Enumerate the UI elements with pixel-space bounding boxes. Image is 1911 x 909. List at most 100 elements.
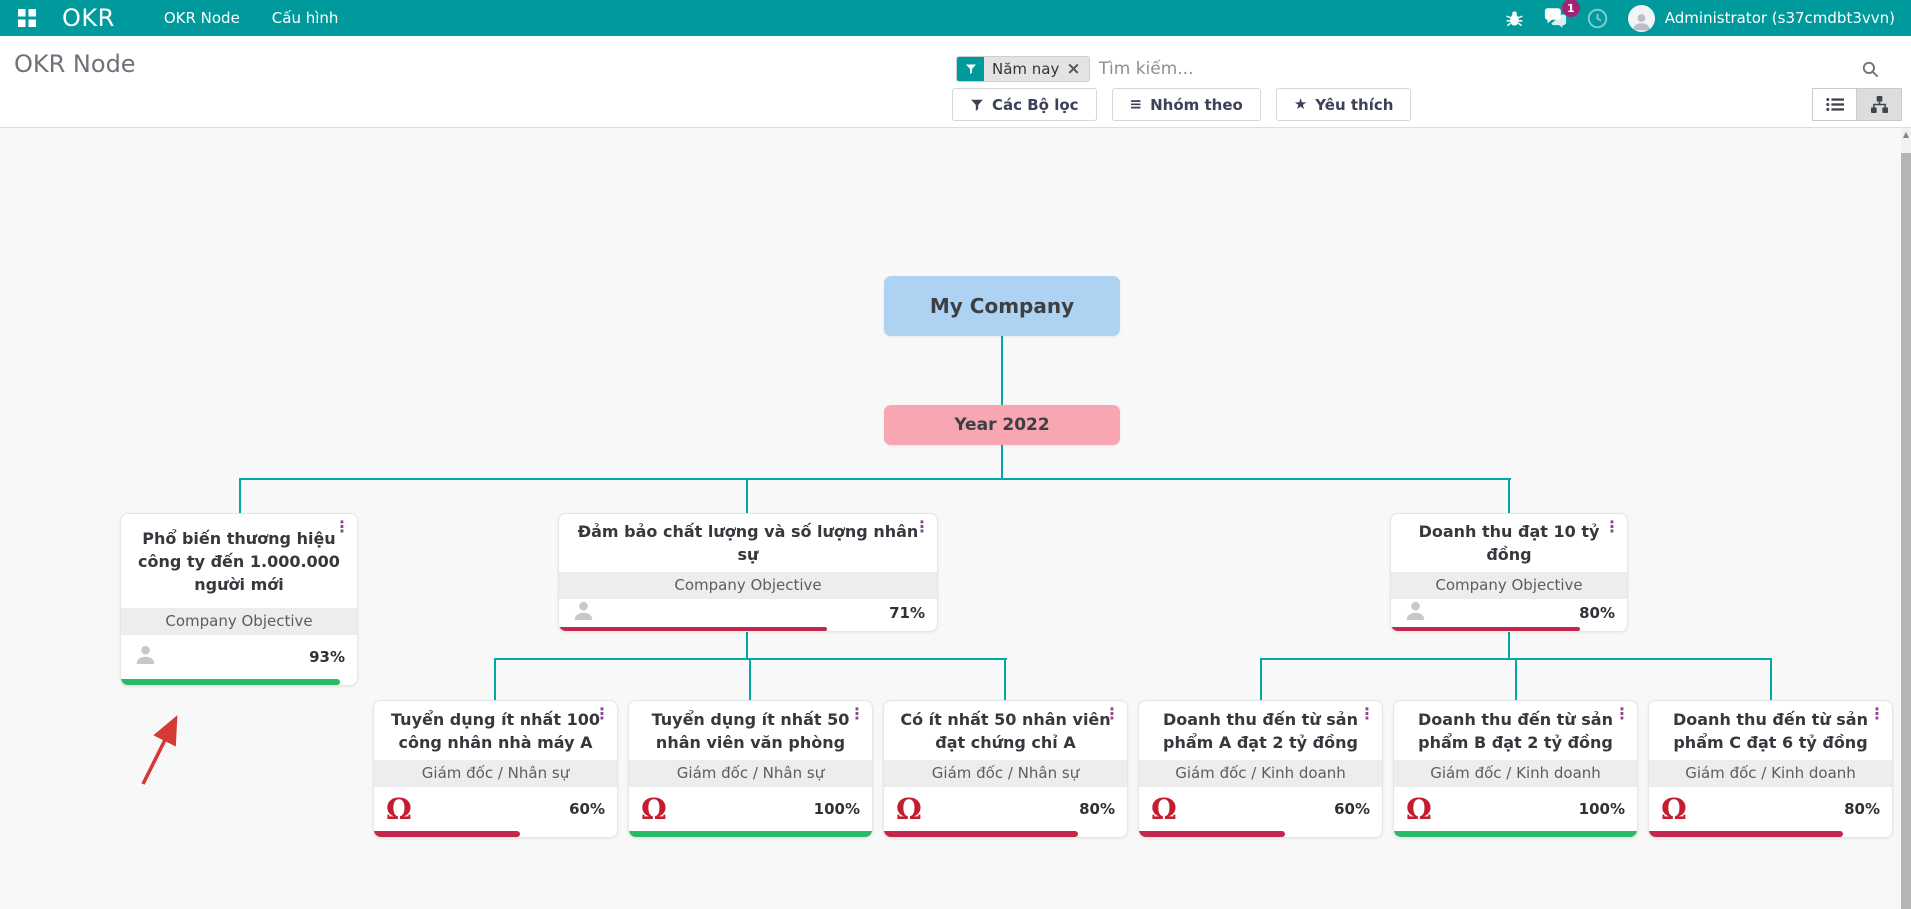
apps-menu-icon[interactable]: [16, 7, 38, 29]
owner-avatar: Ω: [1406, 791, 1432, 826]
objective-card[interactable]: ⋮ Phổ biến thương hiệu công ty đến 1.000.…: [120, 513, 358, 686]
search-icon[interactable]: [1861, 60, 1880, 79]
progress-bar-track: [121, 679, 357, 685]
key-result-card[interactable]: ⋮ Tuyển dụng ít nhất 50 nhân viên văn phò…: [628, 700, 873, 838]
owner-avatar: Ω: [1661, 791, 1687, 826]
node-title: Tuyển dụng ít nhất 100 công nhân nhà máy…: [391, 709, 600, 752]
connector-line: [239, 478, 1511, 480]
filter-funnel-icon: [971, 99, 983, 111]
star-icon: ★: [1293, 95, 1308, 113]
node-owner-label: Giám đốc / Nhân sự: [629, 760, 872, 787]
filter-buttons-row: Các Bộ lọc ≡ Nhóm theo ★ Yêu thích: [952, 88, 1412, 121]
owner-avatar: Ω: [1151, 791, 1177, 826]
progress-bar: [884, 831, 1079, 837]
kebab-menu-icon[interactable]: ⋮: [914, 517, 930, 536]
key-result-card[interactable]: ⋮ Doanh thu đến từ sản phẩm C đạt 6 tỷ đồ…: [1648, 700, 1893, 838]
groupby-button[interactable]: ≡ Nhóm theo: [1111, 88, 1261, 121]
filters-button[interactable]: Các Bộ lọc: [952, 88, 1097, 121]
group-lines-icon: ≡: [1129, 95, 1143, 113]
facet-filter-icon: [957, 57, 984, 81]
kebab-menu-icon[interactable]: ⋮: [1869, 704, 1885, 723]
debug-bug-icon[interactable]: [1505, 9, 1524, 28]
menu-cau-hinh[interactable]: Cấu hình: [271, 9, 339, 27]
node-footer: Ω 80%: [1649, 787, 1892, 831]
facet-remove-icon[interactable]: ×: [1066, 58, 1081, 79]
breadcrumb[interactable]: OKR Node: [14, 50, 136, 78]
objective-card[interactable]: ⋮ Doanh thu đạt 10 tỷ đồng Company Objecti…: [1390, 513, 1628, 632]
annotation-arrow: [141, 715, 178, 785]
org-chart-icon: [1870, 96, 1888, 113]
search-facet-nam-nay[interactable]: Năm nay ×: [956, 56, 1090, 82]
node-footer: 71%: [559, 599, 937, 627]
kebab-menu-icon[interactable]: ⋮: [594, 704, 610, 723]
control-panel: OKR Node Năm nay × Các Bộ lọc ≡ Nhóm th: [0, 36, 1911, 128]
app-brand[interactable]: OKR: [62, 4, 115, 32]
notification-badge: 1: [1561, 0, 1580, 17]
progress-percent: 60%: [1334, 800, 1370, 818]
user-menu[interactable]: Administrator (s37cmdbt3vvn): [1664, 9, 1895, 27]
search-input[interactable]: [1098, 59, 1861, 79]
node-footer: Ω 60%: [1139, 787, 1382, 831]
connector-line: [1004, 658, 1006, 700]
progress-bar-track: [374, 831, 617, 837]
favorites-button[interactable]: ★ Yêu thích: [1275, 88, 1412, 121]
kebab-menu-icon[interactable]: ⋮: [849, 704, 865, 723]
node-footer: Ω 80%: [884, 787, 1127, 831]
hierarchy-canvas: My Company Year 2022 ⋮ Phổ biến thương hi…: [0, 128, 1911, 909]
activities-clock-icon[interactable]: [1587, 8, 1608, 29]
progress-bar: [121, 679, 341, 685]
connector-line: [749, 658, 751, 700]
node-owner-label: Giám đốc / Kinh doanh: [1649, 760, 1892, 787]
grid-icon: [18, 9, 36, 27]
kebab-menu-icon[interactable]: ⋮: [1104, 704, 1120, 723]
progress-bar-track: [1649, 831, 1892, 837]
messages-icon[interactable]: 1: [1544, 0, 1580, 28]
clock-icon: [1587, 8, 1607, 28]
list-view-button[interactable]: [1812, 88, 1857, 121]
scrollbar-thumb[interactable]: [1901, 153, 1911, 909]
progress-percent: 80%: [1844, 800, 1880, 818]
owner-avatar: Ω: [641, 791, 667, 826]
company-node[interactable]: My Company: [884, 276, 1120, 336]
kebab-menu-icon[interactable]: ⋮: [1614, 704, 1630, 723]
connector-line: [1508, 632, 1510, 658]
user-placeholder-icon: [133, 643, 158, 671]
progress-percent: 80%: [1579, 604, 1615, 623]
key-result-card[interactable]: ⋮ Doanh thu đến từ sản phẩm B đạt 2 tỷ đồ…: [1393, 700, 1638, 838]
connector-line: [746, 478, 748, 513]
progress-percent: 100%: [813, 800, 860, 818]
person-icon: [1632, 13, 1650, 30]
node-footer: Ω 100%: [629, 787, 872, 831]
kebab-menu-icon[interactable]: ⋮: [334, 517, 350, 536]
objective-card[interactable]: ⋮ Đảm bảo chất lượng và số lượng nhân sự C…: [558, 513, 938, 632]
chat-bubbles-icon: [1544, 8, 1566, 28]
connector-line: [239, 478, 241, 513]
connector-line: [1001, 336, 1003, 405]
node-footer: Ω 100%: [1394, 787, 1637, 831]
period-node[interactable]: Year 2022: [884, 405, 1120, 445]
progress-percent: 60%: [569, 800, 605, 818]
scroll-up-arrow-icon[interactable]: ▲: [1902, 130, 1910, 139]
kebab-menu-icon[interactable]: ⋮: [1359, 704, 1375, 723]
key-result-card[interactable]: ⋮ Có ít nhất 50 nhân viên đạt chứng chỉ A…: [883, 700, 1128, 838]
node-type-label: Company Objective: [559, 572, 937, 599]
main-menu: OKR Node Cấu hình: [151, 1, 352, 35]
progress-bar-track: [1139, 831, 1382, 837]
node-footer: Ω 60%: [374, 787, 617, 831]
progress-bar-track: [629, 831, 872, 837]
hierarchy-view-button[interactable]: [1857, 88, 1902, 121]
navbar-right: 1 Administrator (s37cmdbt3vvn): [1505, 0, 1895, 32]
groupby-button-label: Nhóm theo: [1150, 95, 1243, 114]
node-title: Doanh thu đến từ sản phẩm B đạt 2 tỷ đồn…: [1417, 709, 1613, 752]
filters-button-label: Các Bộ lọc: [992, 95, 1079, 114]
node-title: Phổ biến thương hiệu công ty đến 1.000.0…: [138, 528, 340, 594]
kebab-menu-icon[interactable]: ⋮: [1604, 517, 1620, 536]
owner-avatar: Ω: [386, 791, 412, 826]
list-icon: [1825, 98, 1844, 111]
search-bar[interactable]: Năm nay ×: [956, 54, 1894, 84]
key-result-card[interactable]: ⋮ Tuyển dụng ít nhất 100 công nhân nhà má…: [373, 700, 618, 838]
vertical-scrollbar[interactable]: ▲: [1901, 128, 1911, 909]
user-avatar[interactable]: [1627, 4, 1655, 32]
menu-okr-node[interactable]: OKR Node: [163, 9, 240, 27]
key-result-card[interactable]: ⋮ Doanh thu đến từ sản phẩm A đạt 2 tỷ đồ…: [1138, 700, 1383, 838]
